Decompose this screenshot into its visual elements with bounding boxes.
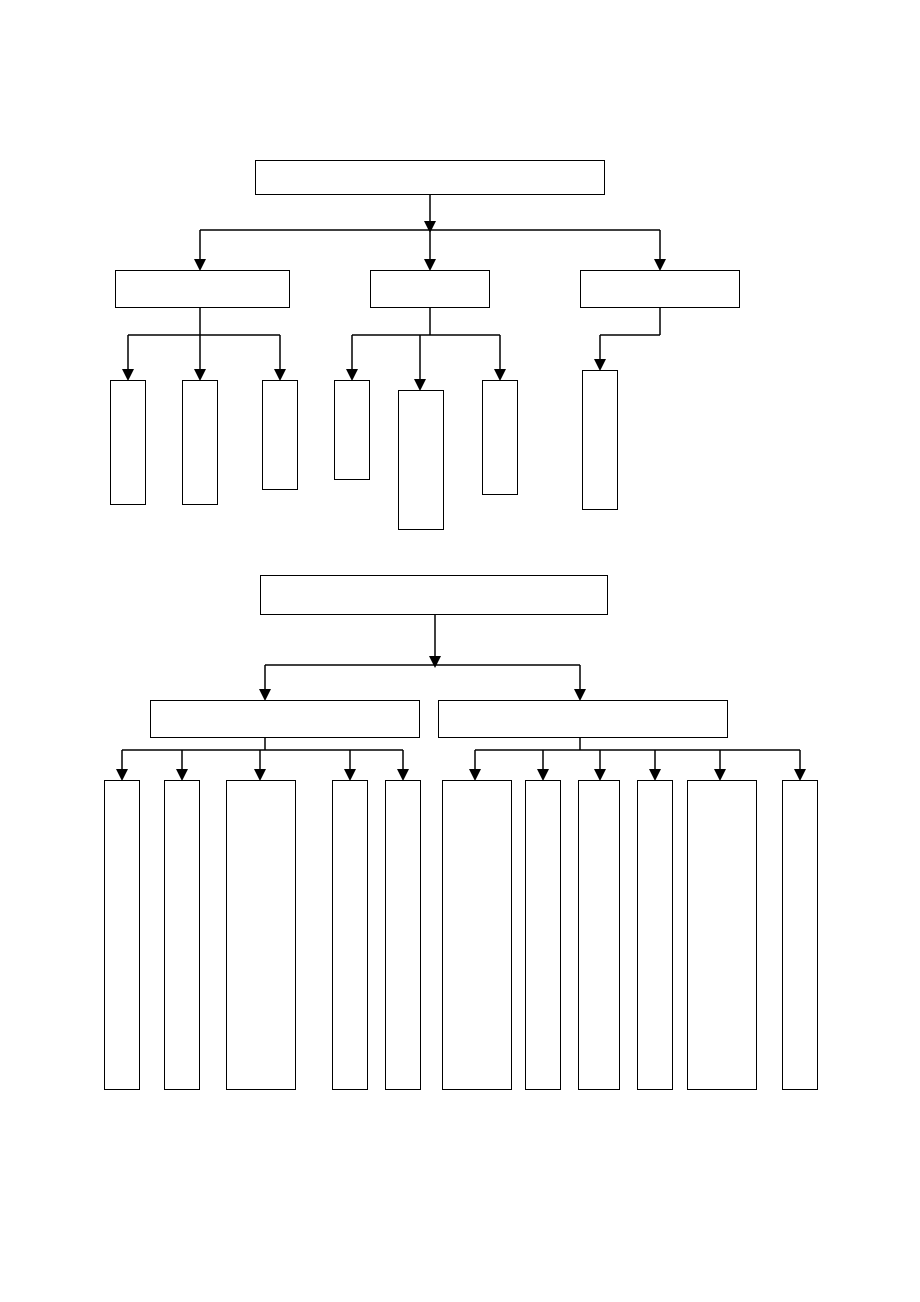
d1-root xyxy=(255,160,605,195)
d2-leaf3 xyxy=(226,780,296,1090)
d1-leaf6 xyxy=(482,380,518,495)
d2-root xyxy=(260,575,608,615)
d2-leaf4 xyxy=(332,780,368,1090)
d2-l1b xyxy=(438,700,728,738)
d1-l1b xyxy=(370,270,490,308)
d1-leaf1 xyxy=(110,380,146,505)
diagram-qualitative xyxy=(80,570,840,1130)
d2-leaf2 xyxy=(164,780,200,1090)
d2-leaf7 xyxy=(525,780,561,1090)
d2-leaf1 xyxy=(104,780,140,1090)
d1-leaf3 xyxy=(262,380,298,490)
d2-l1a xyxy=(150,700,420,738)
d1-leaf2 xyxy=(182,380,218,505)
d1-l1a xyxy=(115,270,290,308)
d1-leaf7 xyxy=(582,370,618,510)
d2-leaf5 xyxy=(385,780,421,1090)
d2-leaf6 xyxy=(442,780,512,1090)
d1-leaf5 xyxy=(398,390,444,530)
d1-leaf4 xyxy=(334,380,370,480)
d2-leaf8 xyxy=(578,780,620,1090)
d2-leaf11 xyxy=(782,780,818,1090)
d2-leaf10 xyxy=(687,780,757,1090)
d1-l1c xyxy=(580,270,740,308)
diagram-quantitative xyxy=(100,140,820,550)
d2-leaf9 xyxy=(637,780,673,1090)
